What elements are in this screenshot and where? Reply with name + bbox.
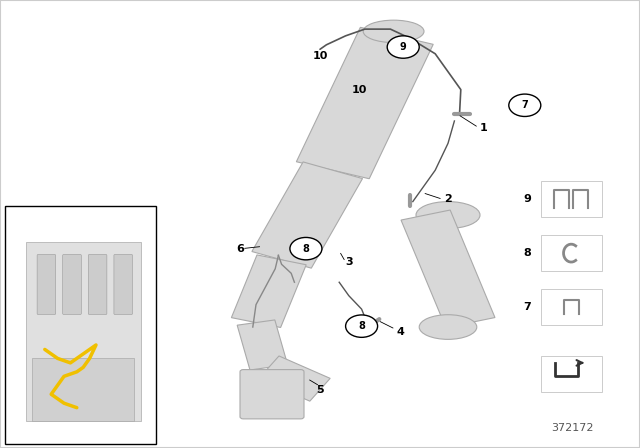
FancyBboxPatch shape: [88, 254, 107, 314]
FancyBboxPatch shape: [541, 235, 602, 271]
FancyBboxPatch shape: [63, 254, 81, 314]
Polygon shape: [32, 358, 134, 421]
Text: 7: 7: [522, 100, 528, 110]
Text: 3: 3: [345, 257, 353, 267]
FancyBboxPatch shape: [37, 254, 56, 314]
Text: 4: 4: [396, 327, 404, 336]
Text: 5: 5: [316, 385, 324, 395]
FancyBboxPatch shape: [5, 206, 156, 444]
FancyBboxPatch shape: [541, 289, 602, 325]
FancyBboxPatch shape: [114, 254, 132, 314]
Polygon shape: [259, 356, 330, 401]
Text: 9: 9: [400, 42, 406, 52]
Text: 10: 10: [352, 85, 367, 95]
Text: 7: 7: [524, 302, 531, 312]
Circle shape: [509, 94, 541, 116]
Ellipse shape: [364, 20, 424, 43]
Polygon shape: [296, 27, 433, 179]
Circle shape: [290, 237, 322, 260]
Text: 10: 10: [312, 51, 328, 61]
Text: 2: 2: [444, 194, 452, 204]
Text: 9: 9: [524, 194, 531, 204]
FancyBboxPatch shape: [541, 356, 602, 392]
Circle shape: [387, 36, 419, 58]
Circle shape: [346, 315, 378, 337]
Polygon shape: [26, 242, 141, 421]
Polygon shape: [401, 210, 495, 327]
Text: 8: 8: [524, 248, 531, 258]
FancyBboxPatch shape: [541, 181, 602, 217]
Text: 8: 8: [358, 321, 365, 331]
Ellipse shape: [416, 202, 480, 228]
Text: 8: 8: [303, 244, 309, 254]
Polygon shape: [252, 162, 362, 268]
FancyBboxPatch shape: [240, 370, 304, 419]
Polygon shape: [232, 255, 306, 327]
Text: 1: 1: [479, 123, 487, 133]
Text: 372172: 372172: [552, 423, 594, 433]
Polygon shape: [237, 320, 287, 370]
Text: 6: 6: [236, 244, 244, 254]
Ellipse shape: [419, 314, 477, 340]
